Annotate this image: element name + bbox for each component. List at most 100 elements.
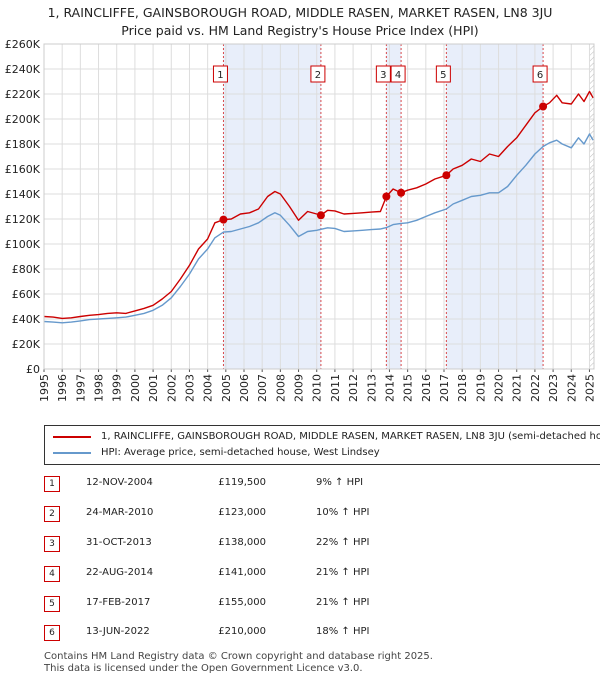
sale-point	[442, 171, 451, 180]
plot-border	[43, 43, 595, 370]
transaction-number: 4	[44, 566, 60, 582]
transaction-date: 12-NOV-2004	[86, 477, 153, 488]
x-tick-label: 2009	[293, 374, 306, 402]
table-row: 3 31-OCT-2013 £138,000 22% ↑ HPI	[0, 536, 600, 556]
sale-marker-box	[375, 65, 391, 83]
x-tick-label: 2013	[365, 374, 378, 402]
table-row: 5 17-FEB-2017 £155,000 21% ↑ HPI	[0, 596, 600, 616]
x-tick-label: 2023	[547, 374, 560, 402]
x-tick-label: 1997	[74, 374, 87, 402]
sale-marker-label: 1	[217, 70, 223, 81]
transaction-price: £155,000	[218, 597, 266, 608]
shaded-span	[446, 44, 544, 369]
sale-marker-box	[212, 65, 228, 83]
sale-marker-box	[532, 65, 548, 83]
y-tick-label: £240K	[5, 63, 41, 76]
transaction-date: 17-FEB-2017	[86, 597, 151, 608]
sale-marker-label: 4	[395, 70, 401, 81]
x-tick-label: 1996	[56, 374, 69, 402]
sale-point	[382, 192, 391, 201]
x-tick-label: 2025	[583, 374, 596, 402]
transaction-date: 31-OCT-2013	[86, 537, 152, 548]
transaction-date: 13-JUN-2022	[86, 626, 150, 637]
y-tick-label: £100K	[5, 238, 41, 251]
transaction-number: 3	[44, 536, 60, 552]
transaction-number: 6	[44, 625, 60, 641]
x-tick-label: 2007	[256, 374, 269, 402]
hatched-region	[589, 44, 594, 369]
chart-title-line2: Price paid vs. HM Land Registry's House …	[121, 23, 479, 38]
table-row: 1 12-NOV-2004 £119,500 9% ↑ HPI	[0, 476, 600, 496]
transaction-number: 2	[44, 506, 60, 522]
transaction-price: £119,500	[218, 477, 266, 488]
transaction-price: £138,000	[218, 537, 266, 548]
legend-swatch-hpi	[53, 452, 91, 454]
x-tick-label: 2003	[183, 374, 196, 402]
y-tick-label: £220K	[5, 88, 41, 101]
table-row: 4 22-AUG-2014 £141,000 21% ↑ HPI	[0, 566, 600, 586]
sale-marker-label: 5	[440, 70, 446, 81]
x-tick-label: 2019	[474, 374, 487, 402]
x-tick-label: 2022	[529, 374, 542, 402]
series-line-hpi	[43, 133, 594, 324]
sale-point	[397, 188, 406, 197]
x-tick-label: 2021	[511, 374, 524, 402]
x-tick-label: 2001	[147, 374, 160, 402]
y-tick-label: £60K	[12, 288, 41, 301]
transaction-number: 1	[44, 476, 60, 492]
y-tick-label: £200K	[5, 113, 41, 126]
x-tick-label: 2018	[456, 374, 469, 402]
y-tick-label: £140K	[5, 188, 41, 201]
y-tick-label: £0	[26, 363, 40, 376]
y-tick-label: £260K	[5, 38, 41, 51]
sale-marker-label: 2	[315, 70, 321, 81]
transaction-date: 24-MAR-2010	[86, 507, 154, 518]
x-tick-label: 2017	[438, 374, 451, 402]
x-tick-label: 2000	[129, 374, 142, 402]
shaded-span	[386, 44, 402, 369]
series-line-property	[43, 90, 594, 320]
sale-marker-label: 6	[537, 70, 543, 81]
transaction-price: £123,000	[218, 507, 266, 518]
y-tick-label: £80K	[12, 263, 41, 276]
x-tick-label: 1998	[93, 374, 106, 402]
sale-point	[219, 215, 228, 224]
x-tick-label: 2015	[402, 374, 415, 402]
chart-title-line1: 1, RAINCLIFFE, GAINSBOROUGH ROAD, MIDDLE…	[47, 5, 553, 20]
table-row: 6 13-JUN-2022 £210,000 18% ↑ HPI	[0, 625, 600, 645]
shaded-span	[223, 44, 321, 369]
transaction-hpi: 18% ↑ HPI	[316, 626, 370, 637]
transaction-hpi: 22% ↑ HPI	[316, 537, 370, 548]
table-row: 2 24-MAR-2010 £123,000 10% ↑ HPI	[0, 506, 600, 526]
sale-marker-box	[390, 65, 406, 83]
x-tick-label: 2016	[420, 374, 433, 402]
x-tick-label: 1999	[111, 374, 124, 402]
transaction-hpi: 21% ↑ HPI	[316, 567, 370, 578]
transaction-hpi: 9% ↑ HPI	[316, 477, 364, 488]
sale-marker-box	[435, 65, 451, 83]
sale-marker-box	[310, 65, 326, 83]
chart-legend: 1, RAINCLIFFE, GAINSBOROUGH ROAD, MIDDLE…	[44, 425, 600, 465]
transaction-date: 22-AUG-2014	[86, 567, 154, 578]
sale-point	[316, 211, 325, 220]
chart-title: 1, RAINCLIFFE, GAINSBOROUGH ROAD, MIDDLE…	[0, 4, 600, 40]
y-tick-label: £40K	[12, 313, 41, 326]
footer-line1: Contains HM Land Registry data © Crown c…	[44, 651, 433, 662]
legend-swatch-property	[53, 436, 91, 438]
transaction-price: £141,000	[218, 567, 266, 578]
transaction-price: £210,000	[218, 626, 266, 637]
y-tick-label: £160K	[5, 163, 41, 176]
transaction-hpi: 10% ↑ HPI	[316, 507, 370, 518]
transaction-hpi: 21% ↑ HPI	[316, 597, 370, 608]
x-tick-label: 2006	[238, 374, 251, 402]
x-tick-label: 2005	[220, 374, 233, 402]
footer-attribution: Contains HM Land Registry data © Crown c…	[44, 651, 433, 675]
x-tick-label: 2002	[165, 374, 178, 402]
x-tick-label: 2012	[347, 374, 360, 402]
x-tick-label: 2020	[493, 374, 506, 402]
legend-label-property: 1, RAINCLIFFE, GAINSBOROUGH ROAD, MIDDLE…	[101, 431, 600, 442]
x-tick-label: 2011	[329, 374, 342, 402]
y-tick-label: £120K	[5, 213, 41, 226]
x-tick-label: 2010	[311, 374, 324, 402]
sale-marker-label: 3	[380, 70, 386, 81]
